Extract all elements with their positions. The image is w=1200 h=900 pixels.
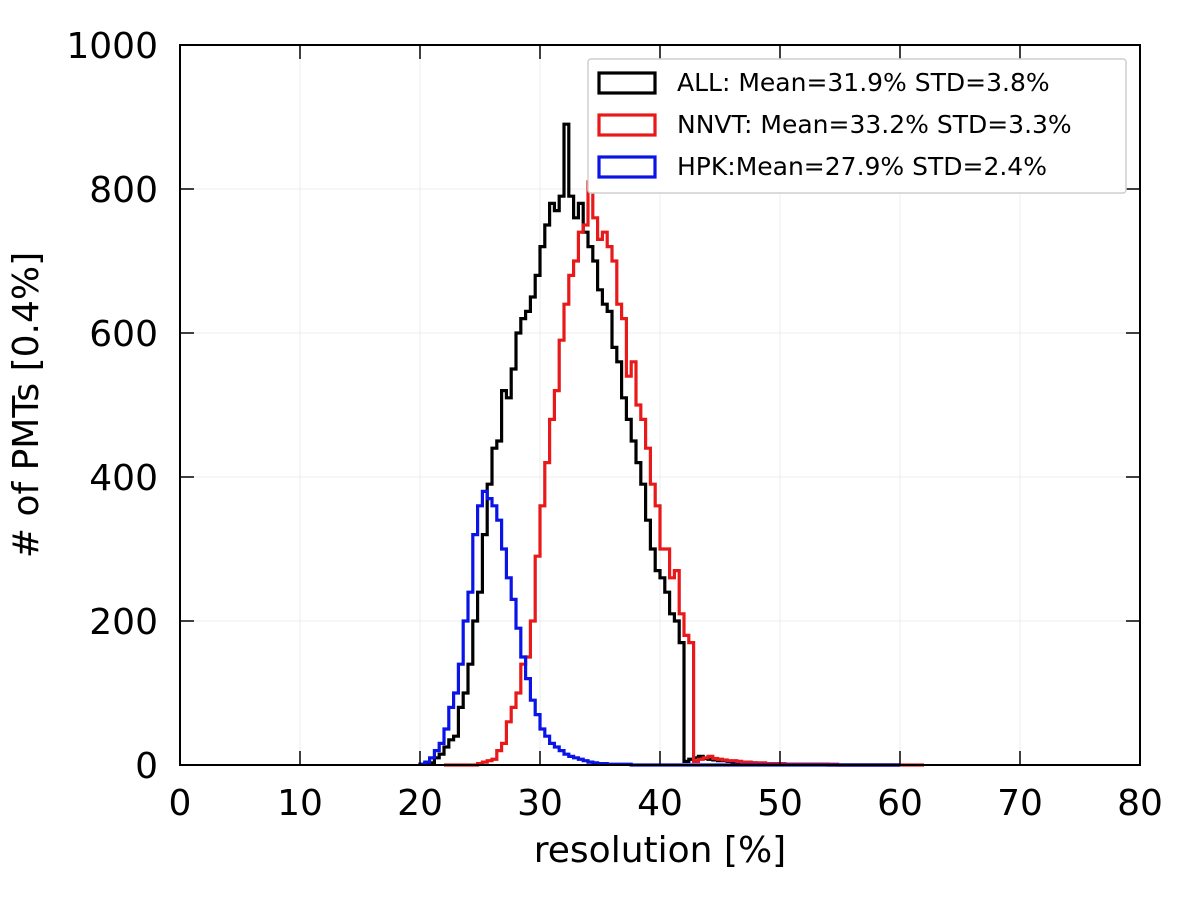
x-tick-label: 80 xyxy=(1117,783,1163,824)
x-tick-label: 10 xyxy=(277,783,323,824)
series-layer xyxy=(418,122,924,767)
x-tick-label: 70 xyxy=(997,783,1043,824)
legend: ALL: Mean=31.9% STD=3.8% NNVT: Mean=33.2%… xyxy=(587,58,1127,194)
legend-label-1: NNVT: Mean=33.2% STD=3.3% xyxy=(677,110,1072,139)
y-tick-label: 1000 xyxy=(66,26,158,67)
x-tick-label: 30 xyxy=(517,783,563,824)
legend-swatch-2 xyxy=(597,155,657,179)
legend-box xyxy=(587,58,1127,194)
y-tick-label: 800 xyxy=(89,170,158,211)
x-tick-label: 50 xyxy=(757,783,803,824)
legend-label-0: ALL: Mean=31.9% STD=3.8% xyxy=(677,68,1050,97)
y-tick-label: 400 xyxy=(89,458,158,499)
x-tick-label: 60 xyxy=(877,783,923,824)
y-tick-label: 200 xyxy=(89,602,158,643)
x-axis-label: resolution [%] xyxy=(534,830,786,871)
y-tick-label: 600 xyxy=(89,314,158,355)
x-tick-label: 0 xyxy=(169,783,192,824)
y-tick-label: 0 xyxy=(135,746,158,787)
y-tick-labels: 0 200 400 600 800 1000 xyxy=(66,26,158,787)
x-tick-label: 20 xyxy=(397,783,443,824)
x-tick-label: 40 xyxy=(637,783,683,824)
tick-layer xyxy=(179,44,1141,766)
y-axis-label: # of PMTs [0.4%] xyxy=(6,252,47,558)
legend-label-2: HPK:Mean=27.9% STD=2.4% xyxy=(677,152,1047,181)
x-tick-labels: 0 10 20 30 40 50 60 70 80 xyxy=(169,783,1163,824)
legend-swatch-0 xyxy=(597,71,657,95)
legend-swatch-1 xyxy=(597,113,657,137)
